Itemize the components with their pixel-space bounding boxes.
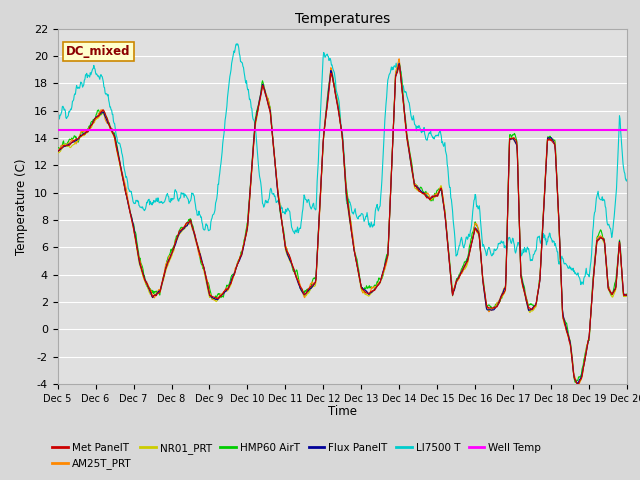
LI7500 T — [623, 176, 631, 182]
Flux PanelT — [81, 130, 89, 136]
Met PanelT — [396, 62, 403, 68]
HMP60 AirT — [290, 269, 298, 275]
Met PanelT — [54, 148, 61, 154]
Legend: Met PanelT, AM25T_PRT, NR01_PRT, HMP60 AirT, Flux PanelT, LI7500 T, Well Temp: Met PanelT, AM25T_PRT, NR01_PRT, HMP60 A… — [48, 439, 545, 473]
Met PanelT — [605, 287, 612, 293]
Flux PanelT — [389, 130, 397, 135]
Flux PanelT — [54, 149, 61, 155]
Met PanelT — [574, 382, 582, 388]
X-axis label: Time: Time — [328, 405, 357, 418]
Y-axis label: Temperature (C): Temperature (C) — [15, 158, 28, 255]
LI7500 T — [291, 231, 298, 237]
Well Temp — [389, 127, 397, 133]
Line: AM25T_PRT: AM25T_PRT — [58, 59, 627, 385]
HMP60 AirT — [596, 228, 604, 234]
Line: HMP60 AirT: HMP60 AirT — [58, 64, 627, 383]
NR01_PRT — [605, 288, 612, 293]
Flux PanelT — [623, 292, 631, 298]
HMP60 AirT — [54, 145, 61, 151]
LI7500 T — [596, 196, 604, 202]
HMP60 AirT — [623, 291, 631, 297]
HMP60 AirT — [572, 380, 579, 385]
Well Temp — [54, 127, 61, 133]
Line: NR01_PRT: NR01_PRT — [58, 64, 627, 386]
AM25T_PRT — [54, 148, 61, 154]
AM25T_PRT — [396, 56, 403, 61]
AM25T_PRT — [596, 233, 604, 239]
AM25T_PRT — [623, 292, 631, 298]
Line: LI7500 T: LI7500 T — [58, 44, 627, 285]
Well Temp — [159, 127, 167, 133]
LI7500 T — [234, 41, 241, 47]
Met PanelT — [389, 128, 397, 134]
LI7500 T — [159, 200, 167, 205]
Flux PanelT — [396, 60, 403, 66]
LI7500 T — [605, 221, 612, 227]
LI7500 T — [577, 282, 585, 288]
NR01_PRT — [81, 132, 89, 138]
Flux PanelT — [574, 381, 582, 386]
Met PanelT — [623, 292, 631, 298]
Flux PanelT — [596, 235, 604, 241]
Met PanelT — [81, 132, 89, 137]
NR01_PRT — [596, 235, 604, 241]
NR01_PRT — [396, 61, 403, 67]
AM25T_PRT — [290, 266, 298, 272]
Flux PanelT — [159, 276, 167, 281]
Flux PanelT — [605, 287, 612, 292]
AM25T_PRT — [574, 382, 582, 388]
Well Temp — [81, 127, 89, 133]
Met PanelT — [596, 236, 604, 241]
Met PanelT — [159, 275, 167, 281]
NR01_PRT — [623, 293, 631, 299]
Well Temp — [290, 127, 298, 133]
LI7500 T — [390, 63, 397, 69]
NR01_PRT — [290, 268, 298, 274]
Text: DC_mixed: DC_mixed — [66, 45, 131, 58]
NR01_PRT — [574, 384, 582, 389]
HMP60 AirT — [389, 128, 397, 133]
NR01_PRT — [54, 150, 61, 156]
NR01_PRT — [389, 128, 397, 133]
Well Temp — [623, 127, 631, 133]
HMP60 AirT — [605, 284, 612, 290]
NR01_PRT — [159, 277, 167, 283]
HMP60 AirT — [81, 131, 89, 137]
Well Temp — [604, 127, 611, 133]
Line: Met PanelT: Met PanelT — [58, 65, 627, 385]
Title: Temperatures: Temperatures — [295, 12, 390, 26]
HMP60 AirT — [396, 61, 403, 67]
AM25T_PRT — [605, 284, 612, 290]
Flux PanelT — [290, 267, 298, 273]
AM25T_PRT — [81, 128, 89, 134]
Met PanelT — [290, 268, 298, 274]
HMP60 AirT — [159, 274, 167, 280]
Line: Flux PanelT: Flux PanelT — [58, 63, 627, 384]
Well Temp — [595, 127, 602, 133]
LI7500 T — [54, 112, 61, 118]
AM25T_PRT — [389, 129, 397, 135]
LI7500 T — [81, 76, 89, 82]
AM25T_PRT — [159, 274, 167, 280]
